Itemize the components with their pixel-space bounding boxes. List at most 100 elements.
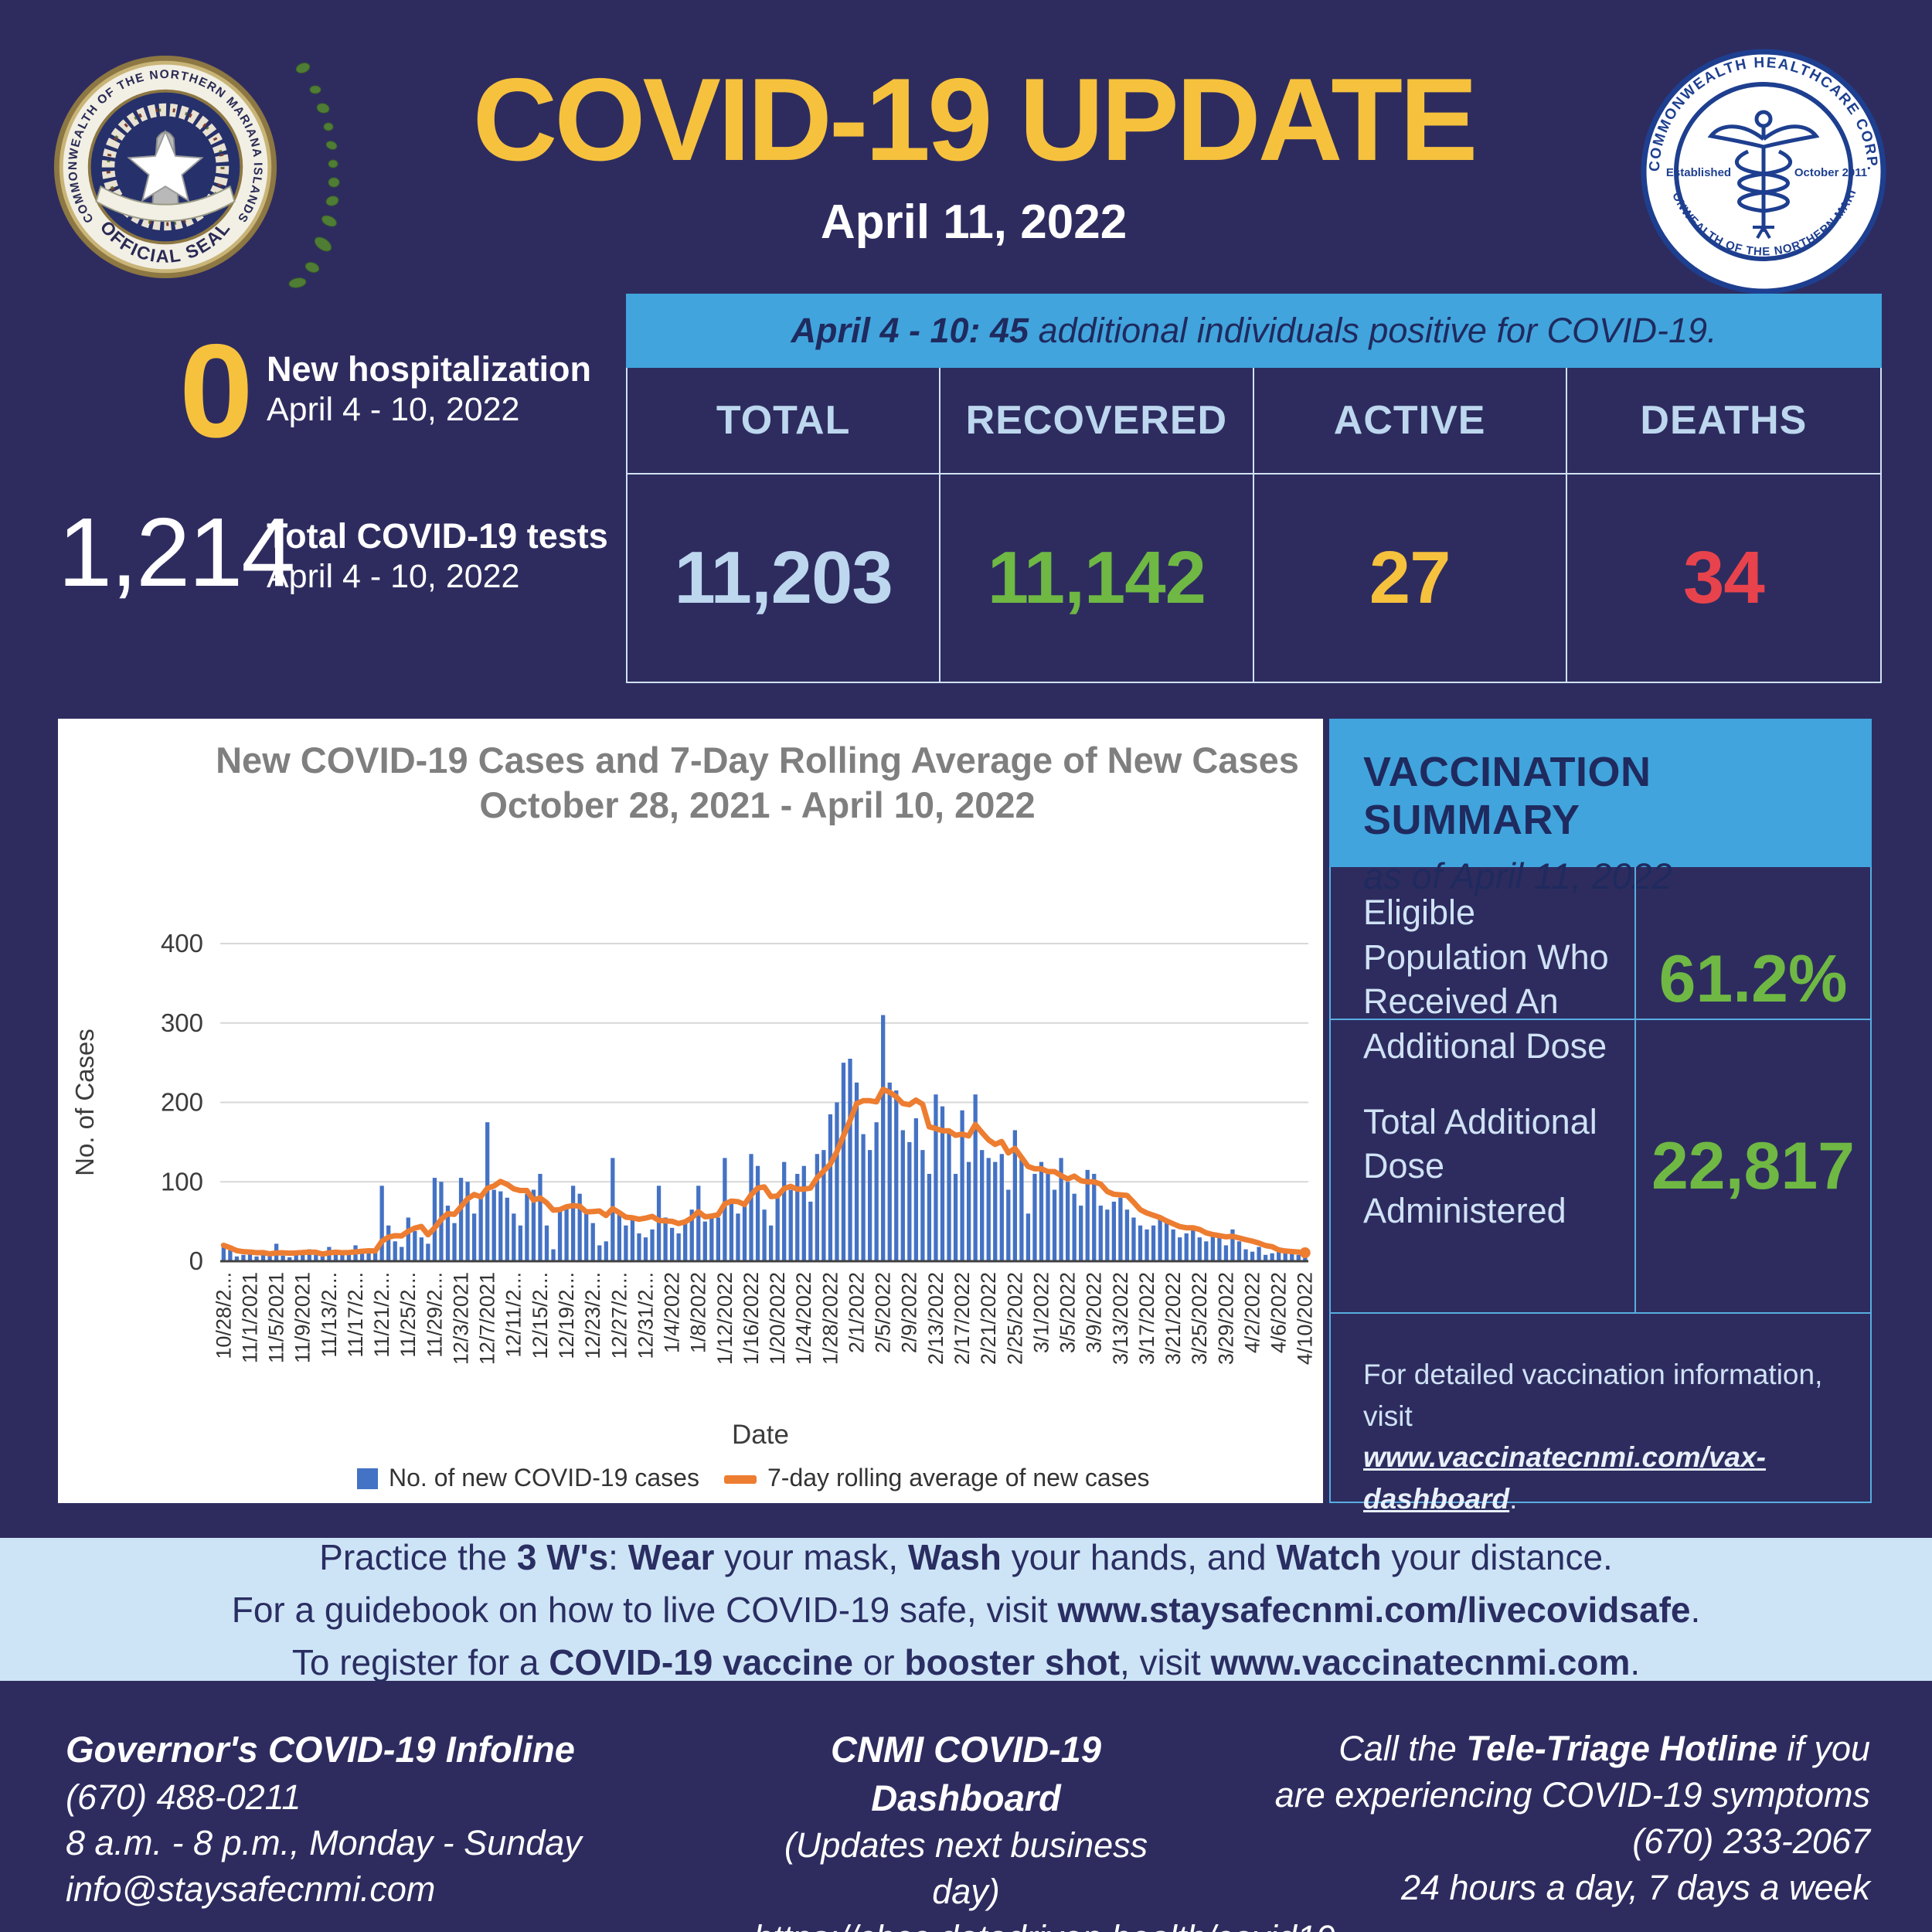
infoline-hours: 8 a.m. - 8 p.m., Monday - Sunday	[66, 1823, 582, 1863]
vaccination-summary-asof: as of April 11, 2022	[1363, 855, 1672, 896]
svg-text:12/7/2021: 12/7/2021	[476, 1272, 499, 1365]
infoline-title: Governor's COVID-19 Infoline	[66, 1729, 575, 1770]
svg-text:12/15/2...: 12/15/2...	[529, 1272, 552, 1359]
vax-row-value: 22,817	[1651, 1128, 1855, 1203]
svg-text:3/17/2022: 3/17/2022	[1135, 1272, 1158, 1365]
svg-text:11/1/2021: 11/1/2021	[238, 1272, 261, 1363]
infoline-email[interactable]: info@staysafecnmi.com	[66, 1869, 436, 1910]
svg-text:4/6/2022: 4/6/2022	[1267, 1272, 1291, 1353]
cnmi-dashboard-block: CNMI COVID-19 Dashboard (Updates next bu…	[753, 1726, 1335, 1932]
column-deaths: DEATHS 34	[1566, 368, 1880, 682]
svg-text:2/9/2022: 2/9/2022	[898, 1272, 921, 1353]
svg-text:12/27/2...: 12/27/2...	[607, 1272, 631, 1359]
governors-infoline-block: Governor's COVID-19 Infoline (670) 488-0…	[66, 1726, 582, 1913]
page-date: April 11, 2022	[820, 196, 1128, 249]
svg-text:3/21/2022: 3/21/2022	[1162, 1272, 1185, 1365]
svg-text:0: 0	[189, 1247, 203, 1275]
vax-row-label: Total Additional Dose Administered	[1331, 1020, 1636, 1312]
dashboard-updates: (Updates next business day)	[784, 1825, 1148, 1911]
vaccination-summary-title: VACCINATION SUMMARY	[1363, 749, 1651, 843]
svg-text:Date: Date	[732, 1420, 789, 1450]
new-hospitalization-value: 0	[179, 317, 253, 465]
vax-dashboard-link[interactable]: www.vaccinatecnmi.com/vax-dashboard	[1363, 1441, 1766, 1515]
recovered-header: RECOVERED	[940, 368, 1253, 474]
svg-text:11/25/2...: 11/25/2...	[396, 1272, 420, 1358]
dashboard-title: CNMI COVID-19 Dashboard	[831, 1729, 1101, 1818]
vaccination-summary-header: VACCINATION SUMMARY as of April 11, 2022	[1329, 719, 1872, 896]
svg-text:October 2011: October 2011	[1794, 166, 1867, 179]
new-hospitalization-period: April 4 - 10, 2022	[267, 391, 520, 428]
column-recovered: RECOVERED 11,142	[940, 368, 1254, 682]
chcc-logo: COMMONWEALTH HEALTHCARE CORP. COMMONWEAL…	[1634, 38, 1887, 295]
svg-text:400: 400	[161, 929, 203, 957]
chcc-logo-graphic: COMMONWEALTH HEALTHCARE CORP. COMMONWEAL…	[1634, 38, 1886, 294]
svg-text:3/13/2022: 3/13/2022	[1109, 1272, 1132, 1365]
case-summary-grid: TOTAL 11,203 RECOVERED 11,142 ACTIVE 27 …	[626, 368, 1882, 683]
svg-text:2/21/2022: 2/21/2022	[977, 1272, 1000, 1365]
cases-chart-svg: New COVID-19 Cases and 7-Day Rolling Ave…	[70, 740, 1317, 1492]
vaccination-summary-panel: VACCINATION SUMMARY as of April 11, 2022…	[1329, 719, 1872, 1515]
total-tests-label: Total COVID-19 tests	[267, 516, 608, 556]
svg-text:1/4/2022: 1/4/2022	[661, 1272, 684, 1353]
svg-text:12/11/2...: 12/11/2...	[502, 1272, 526, 1358]
page-title: COVID-19 UPDATE	[472, 54, 1478, 185]
case-summary-table: April 4 - 10: 45 additional individuals …	[626, 294, 1882, 683]
cnmi-seal-graphic: COMMONWEALTH OF THE NORTHERN MARIANA ISL…	[53, 55, 277, 279]
vaccination-summary-body: Eligible Population Who Received An Addi…	[1329, 867, 1872, 1515]
svg-text:No. of Cases: No. of Cases	[70, 1029, 99, 1176]
deaths-value: 34	[1682, 536, 1765, 619]
vaccination-note: For detailed vaccination information, vi…	[1331, 1314, 1870, 1515]
vaccination-note-period: .	[1509, 1482, 1518, 1515]
svg-text:No. of new COVID-19 cases: No. of new COVID-19 cases	[389, 1464, 699, 1492]
svg-text:12/31/2...: 12/31/2...	[634, 1272, 657, 1359]
vaccination-note-text: For detailed vaccination information, vi…	[1363, 1359, 1823, 1432]
new-hospitalization-label: New hospitalization	[267, 349, 592, 389]
svg-text:11/9/2021: 11/9/2021	[291, 1272, 315, 1363]
svg-text:11/29/2...: 11/29/2...	[423, 1272, 446, 1358]
svg-text:1/16/2022: 1/16/2022	[740, 1272, 763, 1365]
svg-text:1/28/2022: 1/28/2022	[818, 1272, 842, 1365]
banner-line-register: To register for a COVID-19 vaccine or bo…	[291, 1641, 1641, 1682]
total-tests-period: April 4 - 10, 2022	[267, 558, 520, 595]
svg-text:2/5/2022: 2/5/2022	[872, 1272, 895, 1353]
three-ws-banner: Practice the 3 W's: Wear your mask, Wash…	[0, 1537, 1932, 1682]
svg-text:11/5/2021: 11/5/2021	[265, 1272, 288, 1363]
new-cases-chart-panel: New COVID-19 Cases and 7-Day Rolling Ave…	[58, 719, 1323, 1503]
svg-text:2/1/2022: 2/1/2022	[845, 1272, 868, 1353]
svg-text:1/20/2022: 1/20/2022	[766, 1272, 789, 1365]
svg-text:4/2/2022: 4/2/2022	[1240, 1272, 1264, 1353]
svg-text:3/1/2022: 3/1/2022	[1029, 1272, 1053, 1353]
svg-text:200: 200	[161, 1088, 203, 1117]
svg-text:2/13/2022: 2/13/2022	[924, 1272, 947, 1365]
svg-text:12/3/2021: 12/3/2021	[449, 1272, 472, 1365]
active-value: 27	[1369, 536, 1451, 619]
svg-text:1/24/2022: 1/24/2022	[792, 1272, 815, 1365]
tele-triage-block: Call the Tele-Triage Hotline if you are …	[1275, 1726, 1870, 1910]
footer: Governor's COVID-19 Infoline (670) 488-0…	[0, 1681, 1932, 1932]
svg-text:Established: Established	[1666, 166, 1731, 179]
tele-triage-phone: (670) 233-2067	[1632, 1821, 1870, 1861]
svg-text:3/9/2022: 3/9/2022	[1083, 1272, 1106, 1353]
svg-text:12/23/2...: 12/23/2...	[581, 1272, 604, 1359]
svg-text:1/12/2022: 1/12/2022	[713, 1272, 736, 1365]
svg-text:300: 300	[161, 1009, 203, 1037]
total-value: 11,203	[674, 536, 893, 619]
infoline-phone: (670) 488-0211	[66, 1777, 301, 1817]
column-total: TOTAL 11,203	[628, 368, 941, 682]
svg-text:100: 100	[161, 1167, 203, 1196]
svg-text:4/10/2022: 4/10/2022	[1294, 1272, 1317, 1365]
vax-row-additional-dose-percent: Eligible Population Who Received An Addi…	[1331, 867, 1870, 1092]
mariana-islands-chain-graphic	[255, 60, 340, 292]
svg-text:New COVID-19 Cases and 7-Day R: New COVID-19 Cases and 7-Day Rolling Ave…	[216, 740, 1299, 781]
svg-text:11/17/2...: 11/17/2...	[344, 1272, 367, 1358]
tele-triage-hours: 24 hours a day, 7 days a week	[1400, 1867, 1870, 1907]
vax-row-additional-dose-total: Total Additional Dose Administered 22,81…	[1331, 1020, 1870, 1314]
weekly-positive-banner: April 4 - 10: 45 additional individuals …	[626, 294, 1882, 368]
svg-text:10/28/2...: 10/28/2...	[212, 1272, 235, 1359]
vax-row-value: 61.2%	[1658, 941, 1848, 1016]
active-header: ACTIVE	[1253, 368, 1566, 474]
total-header: TOTAL	[628, 368, 940, 474]
svg-text:1/8/2022: 1/8/2022	[687, 1272, 710, 1353]
dashboard-url[interactable]: https://chcc.datadriven.health/covid19	[753, 1915, 1335, 1932]
